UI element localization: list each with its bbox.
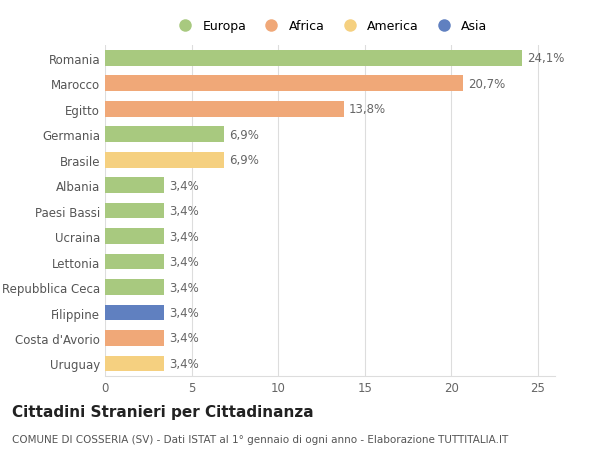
Text: 3,4%: 3,4% <box>169 179 199 192</box>
Text: 6,9%: 6,9% <box>230 129 259 141</box>
Text: Cittadini Stranieri per Cittadinanza: Cittadini Stranieri per Cittadinanza <box>12 404 314 419</box>
Text: 6,9%: 6,9% <box>230 154 259 167</box>
Bar <box>105 330 164 346</box>
Text: 3,4%: 3,4% <box>169 256 199 269</box>
Legend: Europa, Africa, America, Asia: Europa, Africa, America, Asia <box>172 20 488 33</box>
Text: 3,4%: 3,4% <box>169 306 199 319</box>
Text: 20,7%: 20,7% <box>469 78 506 90</box>
Bar <box>105 101 344 118</box>
Text: 24,1%: 24,1% <box>527 52 565 65</box>
Text: 13,8%: 13,8% <box>349 103 386 116</box>
Bar <box>105 152 224 168</box>
Bar <box>105 305 164 321</box>
Bar <box>105 51 522 67</box>
Bar <box>105 203 164 219</box>
Bar <box>105 356 164 371</box>
Bar <box>105 280 164 295</box>
Bar <box>105 254 164 270</box>
Text: 3,4%: 3,4% <box>169 357 199 370</box>
Text: COMUNE DI COSSERIA (SV) - Dati ISTAT al 1° gennaio di ogni anno - Elaborazione T: COMUNE DI COSSERIA (SV) - Dati ISTAT al … <box>12 434 508 444</box>
Text: 3,4%: 3,4% <box>169 230 199 243</box>
Bar <box>105 127 224 143</box>
Text: 3,4%: 3,4% <box>169 281 199 294</box>
Bar <box>105 178 164 194</box>
Text: 3,4%: 3,4% <box>169 332 199 345</box>
Bar <box>105 76 463 92</box>
Text: 3,4%: 3,4% <box>169 205 199 218</box>
Bar <box>105 229 164 245</box>
